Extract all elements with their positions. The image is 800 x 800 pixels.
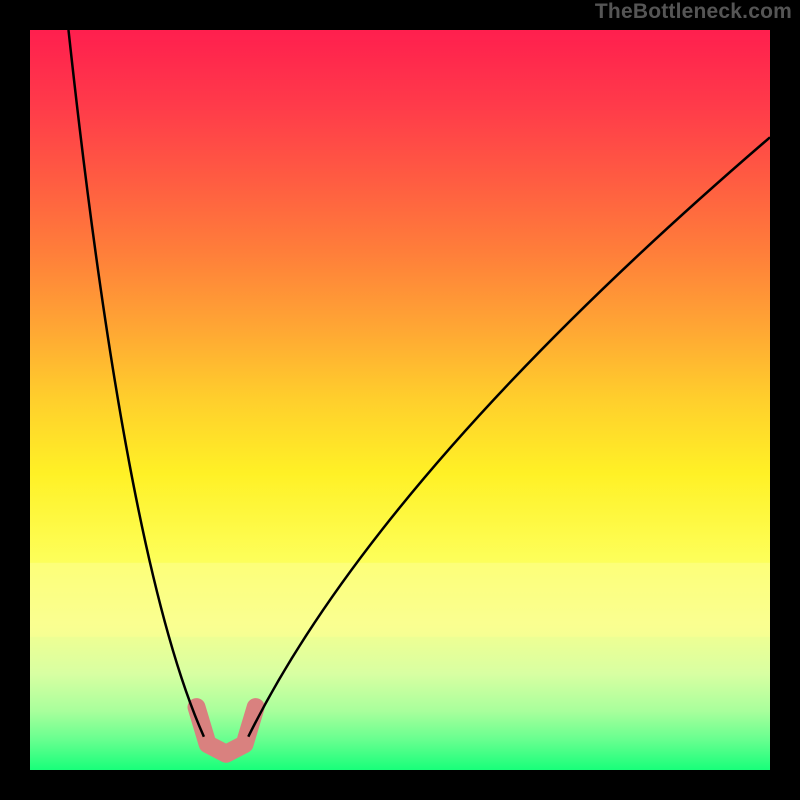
gradient-background <box>30 30 770 770</box>
watermark-text: TheBottleneck.com <box>595 0 792 24</box>
bottleneck-chart <box>30 30 770 770</box>
highlight-band <box>30 563 770 637</box>
chart-frame: TheBottleneck.com <box>0 0 800 800</box>
plot-area <box>30 30 770 770</box>
